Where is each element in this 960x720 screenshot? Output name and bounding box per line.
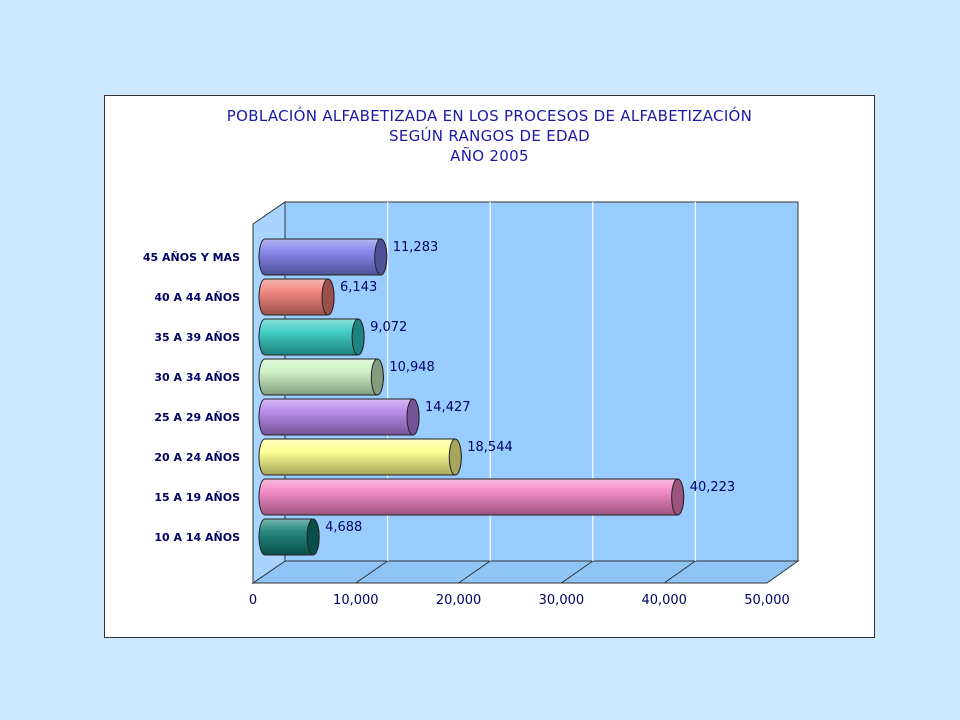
floor-gridline bbox=[561, 560, 594, 584]
chart-title-line-2: SEGÚN RANGOS DE EDAD bbox=[389, 127, 590, 145]
data-label: 9,072 bbox=[370, 320, 407, 335]
y-category-label: 10 A 14 AÑOS bbox=[154, 531, 240, 544]
y-category-label: 25 A 29 AÑOS bbox=[154, 411, 240, 424]
x-tick-label: 0 bbox=[249, 593, 257, 608]
bar-end-cap bbox=[406, 398, 420, 436]
y-category-label: 15 A 19 AÑOS bbox=[154, 491, 240, 504]
y-category-label: 30 A 34 AÑOS bbox=[154, 371, 240, 384]
y-category-label: 45 AÑOS Y MAS bbox=[143, 251, 240, 264]
bar-end-cap bbox=[448, 438, 462, 476]
bar bbox=[258, 438, 462, 476]
floor-gridline bbox=[663, 560, 696, 584]
x-tick-label: 50,000 bbox=[744, 593, 790, 608]
floor-gridline bbox=[355, 560, 388, 584]
bar-end-cap bbox=[671, 478, 685, 516]
bar bbox=[258, 478, 685, 516]
data-label: 6,143 bbox=[340, 280, 377, 295]
chart-title-line-1: POBLACIÓN ALFABETIZADA EN LOS PROCESOS D… bbox=[226, 107, 753, 125]
data-label: 14,427 bbox=[425, 400, 471, 415]
data-label: 10,948 bbox=[389, 360, 435, 375]
y-category-label: 40 A 44 AÑOS bbox=[154, 291, 240, 304]
bar bbox=[258, 398, 420, 436]
y-category-label: 35 A 39 AÑOS bbox=[154, 331, 240, 344]
floor-gridline bbox=[458, 560, 491, 584]
chart-title: POBLACIÓN ALFABETIZADA EN LOS PROCESOS D… bbox=[105, 106, 874, 166]
bar bbox=[258, 318, 365, 356]
x-tick-label: 20,000 bbox=[436, 593, 482, 608]
x-tick-label: 40,000 bbox=[641, 593, 687, 608]
plot-floor bbox=[251, 560, 800, 584]
x-tick-label: 10,000 bbox=[333, 593, 379, 608]
bar-chart: 0 10,000 20,000 30,000 40,000 50,000 45 AÑOS Y… bbox=[143, 201, 800, 608]
chart-title-line-3: AÑO 2005 bbox=[450, 147, 529, 165]
bar-end-cap bbox=[370, 358, 384, 396]
bar-end-cap bbox=[306, 518, 320, 556]
bar bbox=[258, 238, 388, 276]
data-label: 18,544 bbox=[467, 440, 513, 455]
bar-end-cap bbox=[374, 238, 388, 276]
bar-end-cap bbox=[351, 318, 365, 356]
data-label: 40,223 bbox=[690, 480, 736, 495]
chart-frame: POBLACIÓN ALFABETIZADA EN LOS PROCESOS D… bbox=[104, 95, 875, 638]
bar-end-cap bbox=[321, 278, 335, 316]
data-label: 4,688 bbox=[325, 520, 362, 535]
bar bbox=[258, 358, 384, 396]
data-label: 11,283 bbox=[393, 240, 439, 255]
x-tick-label: 30,000 bbox=[539, 593, 585, 608]
y-category-label: 20 A 24 AÑOS bbox=[154, 451, 240, 464]
